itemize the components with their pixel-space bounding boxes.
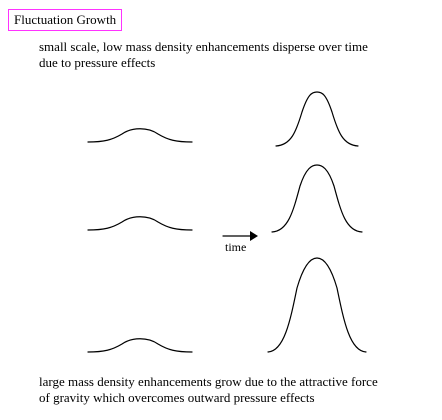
bottom-caption-line-2: of gravity which overcomes outward press…	[39, 390, 315, 405]
time-arrow-head	[250, 231, 258, 241]
top-caption-line-1: small scale, low mass density enhancemen…	[39, 39, 368, 54]
top-caption-line-2: due to pressure effects	[39, 55, 156, 70]
grown-fluctuation-curve-top	[275, 91, 359, 147]
small-fluctuation-curve-middle	[87, 216, 193, 231]
bottom-caption-line-1: large mass density enhancements grow due…	[39, 374, 378, 389]
grown-fluctuation-curve-middle	[271, 164, 363, 233]
diagram-title: Fluctuation Growth	[8, 9, 123, 31]
grown-fluctuation-curve-bottom	[267, 257, 367, 353]
small-fluctuation-curve-bottom	[87, 338, 193, 353]
bottom-caption: large mass density enhancements grow due…	[39, 374, 378, 406]
top-caption: small scale, low mass density enhancemen…	[39, 39, 368, 71]
time-arrow-label: time	[225, 240, 247, 254]
small-fluctuation-curve-top	[87, 128, 193, 143]
